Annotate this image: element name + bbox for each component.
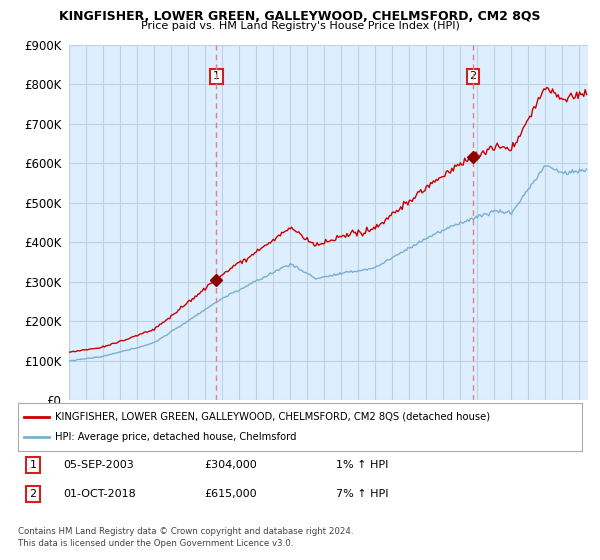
Text: 2: 2 [29, 489, 37, 499]
Text: 7% ↑ HPI: 7% ↑ HPI [336, 489, 389, 499]
Text: 01-OCT-2018: 01-OCT-2018 [63, 489, 136, 499]
Text: HPI: Average price, detached house, Chelmsford: HPI: Average price, detached house, Chel… [55, 432, 296, 442]
Text: 05-SEP-2003: 05-SEP-2003 [63, 460, 134, 470]
Text: Contains HM Land Registry data © Crown copyright and database right 2024.: Contains HM Land Registry data © Crown c… [18, 528, 353, 536]
Text: Price paid vs. HM Land Registry's House Price Index (HPI): Price paid vs. HM Land Registry's House … [140, 21, 460, 31]
Text: £304,000: £304,000 [204, 460, 257, 470]
Text: This data is licensed under the Open Government Licence v3.0.: This data is licensed under the Open Gov… [18, 539, 293, 548]
Text: 1: 1 [29, 460, 37, 470]
Text: 2: 2 [470, 72, 477, 81]
Text: £615,000: £615,000 [204, 489, 257, 499]
Text: 1: 1 [213, 72, 220, 81]
Text: KINGFISHER, LOWER GREEN, GALLEYWOOD, CHELMSFORD, CM2 8QS (detached house): KINGFISHER, LOWER GREEN, GALLEYWOOD, CHE… [55, 412, 490, 422]
Text: 1% ↑ HPI: 1% ↑ HPI [336, 460, 388, 470]
Text: KINGFISHER, LOWER GREEN, GALLEYWOOD, CHELMSFORD, CM2 8QS: KINGFISHER, LOWER GREEN, GALLEYWOOD, CHE… [59, 10, 541, 23]
